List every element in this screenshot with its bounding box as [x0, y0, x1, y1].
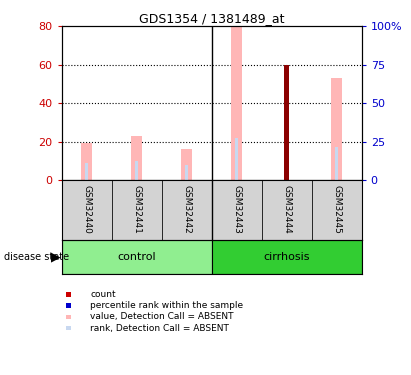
Text: disease state: disease state — [4, 252, 69, 262]
Text: GSM32445: GSM32445 — [332, 185, 341, 234]
Bar — [81, 144, 92, 180]
Bar — [62, 240, 212, 274]
Bar — [262, 180, 312, 240]
Text: value, Detection Call = ABSENT: value, Detection Call = ABSENT — [90, 312, 234, 321]
Bar — [185, 165, 188, 180]
Bar — [162, 180, 212, 240]
Text: count: count — [90, 290, 116, 299]
Bar — [212, 180, 262, 240]
Bar — [135, 161, 139, 180]
Title: GDS1354 / 1381489_at: GDS1354 / 1381489_at — [139, 12, 284, 25]
Bar — [331, 78, 342, 180]
Bar — [212, 240, 362, 274]
Bar — [181, 149, 192, 180]
Text: control: control — [118, 252, 156, 262]
Bar — [312, 180, 362, 240]
Bar — [62, 180, 112, 240]
Text: GSM32443: GSM32443 — [232, 185, 241, 234]
Bar — [85, 163, 88, 180]
Text: ▶: ▶ — [51, 251, 60, 263]
Bar — [231, 26, 242, 180]
Text: percentile rank within the sample: percentile rank within the sample — [90, 301, 244, 310]
Text: GSM32442: GSM32442 — [182, 185, 191, 234]
Bar — [285, 142, 289, 180]
Bar — [335, 147, 338, 180]
Text: rank, Detection Call = ABSENT: rank, Detection Call = ABSENT — [90, 324, 229, 333]
Bar — [235, 138, 238, 180]
Text: GSM32441: GSM32441 — [132, 185, 141, 234]
Text: cirrhosis: cirrhosis — [263, 252, 310, 262]
Bar — [284, 64, 289, 180]
Bar — [112, 180, 162, 240]
Text: GSM32444: GSM32444 — [282, 185, 291, 234]
Text: GSM32440: GSM32440 — [82, 185, 91, 234]
Bar — [131, 136, 142, 180]
